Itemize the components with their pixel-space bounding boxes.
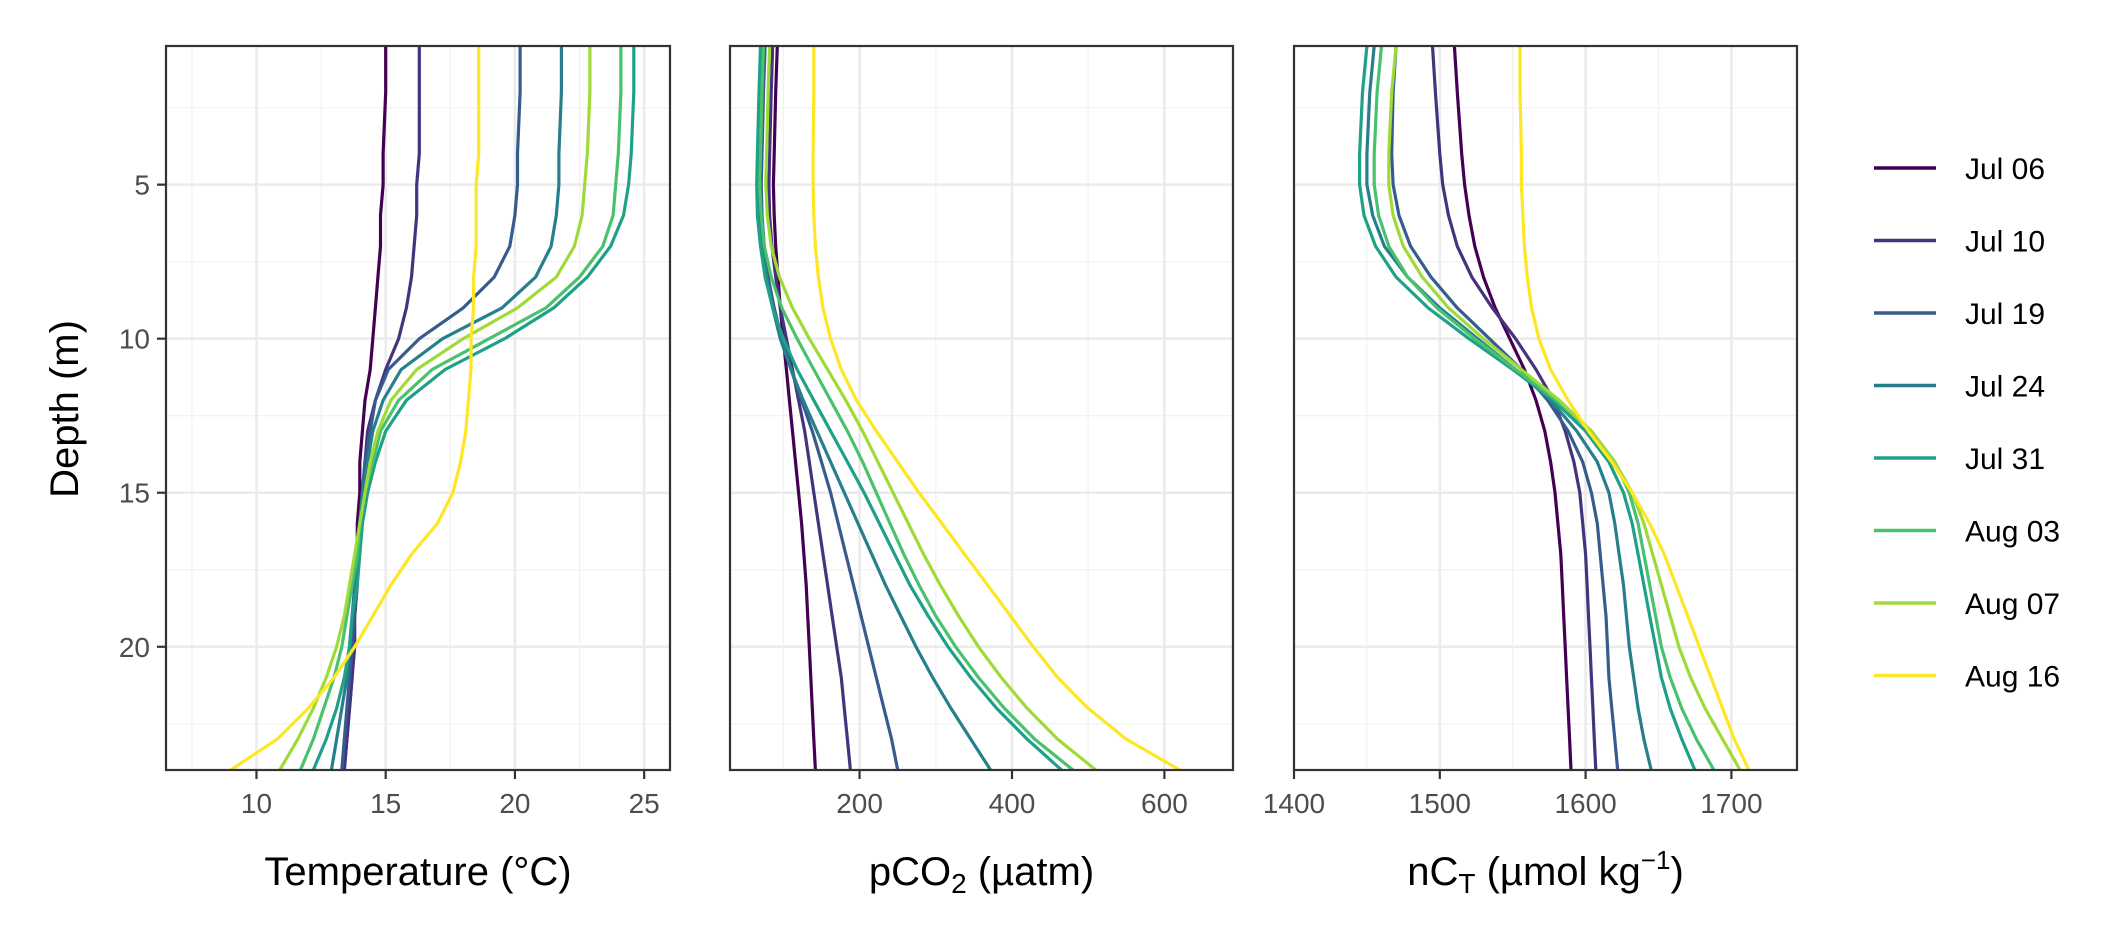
y-tick-label: 20 [119,632,150,663]
legend-label: Jul 10 [1965,226,2045,259]
x-axis-title: pCO2 (µatm) [869,850,1094,899]
y-tick-label: 10 [119,324,150,355]
legend-item: Aug 07 [1874,588,2060,621]
series-line-jul-19 [1390,46,1620,770]
x-tick-label: 400 [989,788,1036,819]
series-line-aug-03 [758,46,1075,770]
panel-1: 10 15 20 25 5 10 15 20 Temperature (°C) [119,44,672,894]
legend-item: Jul 06 [1874,153,2045,186]
legend-item: Jul 31 [1874,443,2045,476]
x-tick-label: 15 [370,788,401,819]
legend-label: Jul 06 [1965,153,2045,186]
legend-label: Jul 19 [1965,298,2045,331]
x-tick-label: 1600 [1554,788,1616,819]
series-line-aug-16 [229,46,481,770]
legend-item: Aug 03 [1874,516,2060,549]
series-line-jul-31 [1357,46,1697,770]
legend-label: Jul 31 [1965,443,2045,476]
series-line-jul-24 [756,46,992,770]
series-line-aug-07 [764,46,1097,770]
series-line-aug-16 [1518,46,1751,770]
x-tick-label: 10 [241,788,272,819]
panel-border [728,44,1235,772]
series-line-aug-07 [278,46,592,770]
legend-item: Jul 19 [1874,298,2045,331]
series-line-jul-19 [759,46,900,770]
y-tick-label: 15 [119,478,150,509]
x-tick-label: 600 [1141,788,1188,819]
y-tick-label: 5 [134,170,150,201]
series-line-jul-06 [771,46,817,770]
series-line-jul-06 [1452,46,1573,770]
series-line-jul-19 [340,46,522,770]
series-line-jul-10 [1430,46,1598,770]
x-axis-title: nCT (µmol kg−1) [1407,845,1684,899]
legend-item: Jul 10 [1874,226,2045,259]
legend-item: Jul 24 [1874,371,2045,404]
series-line-jul-31 [755,46,1063,770]
x-tick-label: 20 [499,788,530,819]
legend-item: Aug 16 [1874,661,2060,694]
panel-border [164,44,672,772]
series-line-aug-16 [811,46,1181,770]
x-tick-label: 1400 [1263,788,1325,819]
legend-label: Aug 16 [1965,661,2060,694]
panel-3: 1400 1500 1600 1700 nCT (µmol kg−1) [1263,44,1799,899]
series-group [229,46,636,770]
x-tick-label: 200 [836,788,883,819]
series-group [1357,46,1751,770]
series-group [755,46,1181,770]
legend: Jul 06 Jul 10 Jul 19 Jul 24 Jul 31 Aug 03 Aug … [1874,153,2060,694]
series-line-aug-03 [1372,46,1716,770]
x-tick-label: 1500 [1409,788,1471,819]
legend-label: Jul 24 [1965,371,2045,404]
panel-2: 200 400 600 pCO2 (µatm) [728,44,1235,899]
legend-label: Aug 03 [1965,516,2060,549]
x-tick-label: 25 [629,788,660,819]
x-axis-title: Temperature (°C) [264,850,571,894]
series-line-jul-10 [767,46,852,770]
series-line-jul-10 [342,46,421,770]
series-line-aug-03 [298,46,623,770]
panel-border [1292,44,1799,772]
series-line-jul-24 [1365,46,1653,770]
legend-label: Aug 07 [1965,588,2060,621]
x-tick-label: 1700 [1700,788,1762,819]
y-axis-title: Depth (m) [43,320,87,498]
series-line-aug-07 [1387,46,1742,770]
